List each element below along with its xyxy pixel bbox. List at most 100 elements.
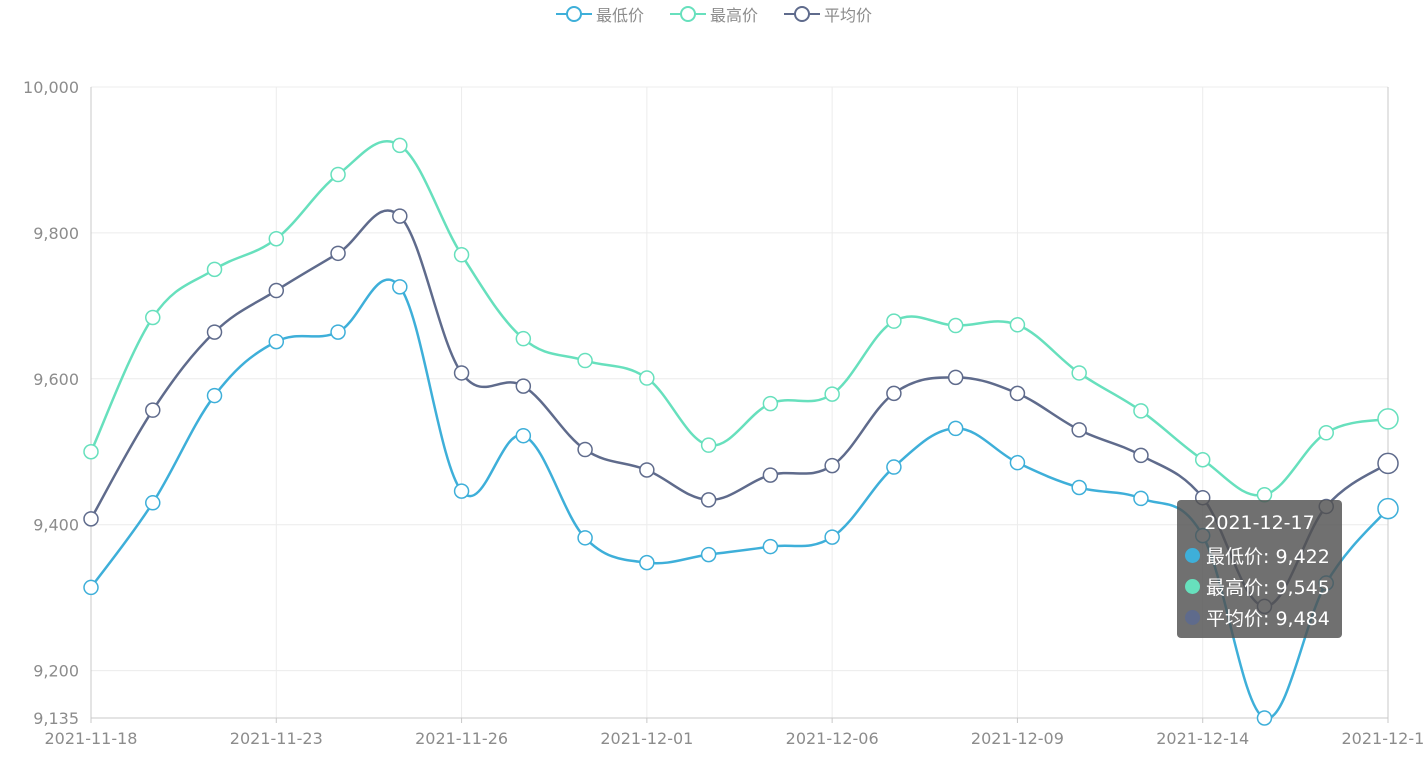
data-point-high [1194,452,1211,468]
data-point-low [886,459,902,475]
data-point-high [145,309,161,326]
data-point-avg [145,402,161,418]
data-point-low [515,427,532,444]
y-tick-label: 9,800 [33,224,79,243]
legend-item-avg[interactable]: 平均价 [784,2,872,26]
data-point-low [700,546,717,563]
data-point-high [762,395,779,412]
data-point-high [268,230,285,247]
series-points [83,137,1399,726]
x-tick-label: 2021-12-01 [600,729,693,748]
data-point-high [392,137,408,154]
y-tick-label: 9,200 [33,662,79,681]
data-point-high [639,370,655,386]
data-point-avg [392,208,408,224]
data-point-high [83,443,99,460]
y-tick-label: 10,000 [23,78,79,97]
x-tick-label: 2021-11-18 [45,729,138,748]
data-point-high [947,317,964,334]
x-tick-label: 2021-12-14 [1156,729,1249,748]
data-point-low [577,530,593,546]
data-point-low [1009,454,1026,471]
data-point-avg [947,369,964,386]
x-tick-label: 2021-12-06 [786,729,879,748]
x-tick-label: 2021-12-09 [971,729,1064,748]
data-point-high [330,166,346,183]
tooltip-text: 平均价: 9,484 [1206,607,1330,630]
tooltip-row-low: 最低价: 9,422 [1185,543,1330,568]
data-point-avg [1009,385,1026,402]
data-point-avg [1377,452,1399,475]
data-point-avg [762,467,779,483]
data-point-high [206,261,223,278]
data-point-avg [206,324,223,340]
y-tick-label: 9,600 [33,370,79,389]
data-point-avg [268,282,285,299]
tooltip-dot [1185,609,1200,625]
legend: 最低价 最高价 平均价 [0,2,1424,26]
data-point-low [330,324,346,340]
data-point-avg [1133,447,1149,464]
data-point-low [1071,479,1087,496]
x-tick-label: 2021-11-26 [415,729,508,748]
data-point-low [392,279,408,295]
tooltip-text: 最高价: 9,545 [1206,576,1330,599]
tooltip-date: 2021-12-17 [1204,512,1315,534]
data-point-low [268,333,285,350]
data-point-low [83,579,99,596]
data-point-avg [577,441,593,458]
legend-label: 最高价 [710,6,759,25]
data-point-avg [824,457,840,474]
data-point-avg [886,385,902,402]
series-line-avg [89,209,1389,608]
x-tick-label: 2021-11-23 [230,729,323,748]
data-point-high [577,352,593,369]
data-point-avg [515,378,532,394]
y-tick-label: 9,400 [33,516,79,535]
data-point-high [1377,408,1399,430]
legend-label: 平均价 [824,6,873,25]
data-point-avg [83,511,99,527]
data-point-avg [700,492,717,508]
tooltip-dot [1185,547,1200,563]
legend-item-high[interactable]: 最高价 [670,2,758,26]
data-point-low [762,538,779,555]
data-point-low [206,387,223,404]
tooltip-row-high: 最高价: 9,545 [1185,574,1330,599]
tooltip-dot [1185,578,1200,594]
data-point-avg [330,245,346,262]
data-point-low [639,554,655,571]
y-tick-label: 9,135 [33,709,79,728]
axes: 9,135 9,200 9,400 9,600 9,800 10,000 2021-11-1… [23,78,1424,748]
data-point-low [145,495,161,511]
data-point-high [886,313,902,329]
circle-line-icon [784,6,820,22]
series-line-high [89,139,1389,497]
tooltip-text: 最低价: 9,422 [1206,545,1330,568]
grid-lines [91,86,1388,718]
tooltip-row-avg: 平均价: 9,484 [1185,605,1330,630]
data-point-low [453,483,470,499]
data-point-high [700,437,717,453]
circle-line-icon [670,6,706,22]
legend-item-low[interactable]: 最低价 [556,2,644,26]
data-point-high [515,330,532,347]
x-tick-label: 2021-12-17 [1342,729,1424,748]
data-point-avg [1071,422,1087,438]
data-point-avg [453,365,470,381]
data-point-low [947,420,964,437]
tooltip: 2021-12-17 最低价: 9,422 最高价: 9,545 平均价: 9,… [1177,500,1342,638]
circle-line-icon [556,6,592,22]
data-point-low [1377,497,1399,520]
data-point-high [824,386,840,402]
data-point-high [1071,365,1087,381]
data-point-low [1133,490,1149,507]
data-point-high [1009,317,1026,333]
data-point-low [1256,710,1273,726]
data-point-high [1133,403,1149,419]
data-point-high [453,247,470,263]
data-point-avg [639,462,655,478]
data-point-high [1318,425,1334,441]
